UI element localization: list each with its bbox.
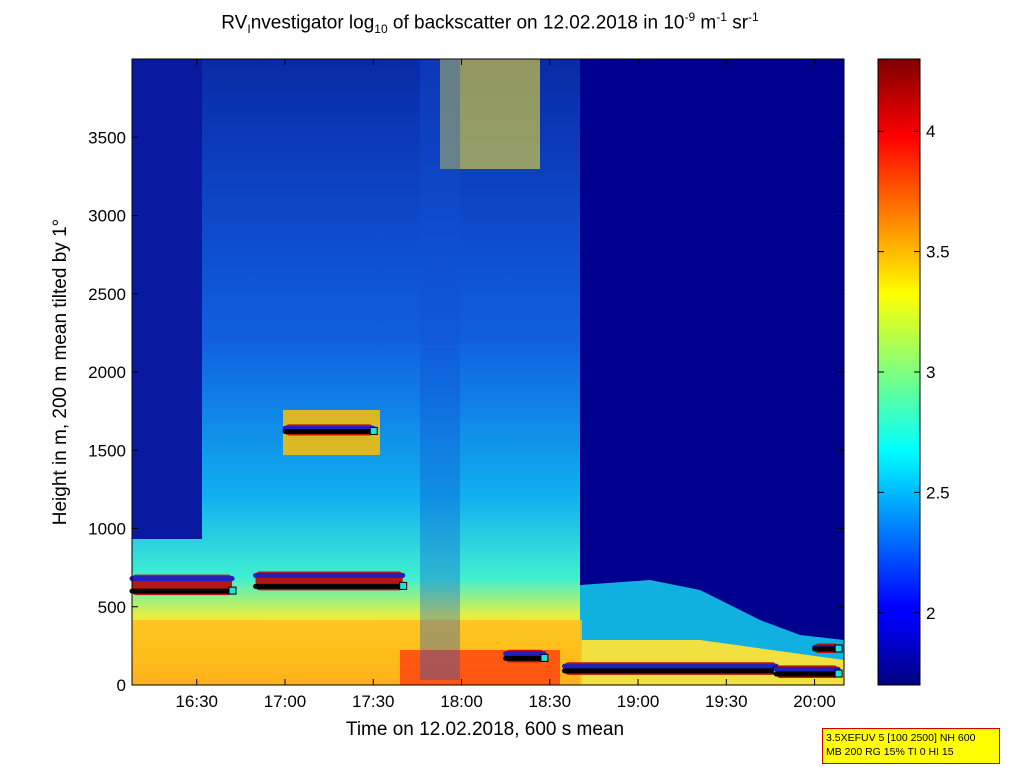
y-tick-label: 3000 — [88, 207, 126, 226]
cloud-layer-lines — [129, 424, 843, 679]
title-text: sr — [726, 12, 749, 34]
info-line: MB 200 RG 15% TI 0 HI 15 — [826, 746, 954, 758]
clear-sky-region — [132, 59, 202, 539]
x-tick-label: 20:00 — [793, 692, 836, 711]
x-axis-ticks: 16:30 17:00 17:30 18:00 18:30 19:00 19:30 20:00 — [175, 59, 836, 711]
cloud-layer-marker — [540, 653, 549, 662]
cloud-layer-marker — [399, 581, 408, 590]
title-superscript: -1 — [716, 10, 727, 24]
y-tick-label: 0 — [117, 676, 126, 695]
y-tick-label: 2000 — [88, 363, 126, 382]
colorbar-tick-label: 2 — [926, 604, 935, 623]
colorbar-tick-label: 4 — [926, 122, 935, 141]
title-subscript: I — [247, 22, 251, 37]
title-subscript: 10 — [374, 22, 388, 37]
settings-info-box: 3.5XEFUV 5 [100 2500] NH 600 MB 200 RG 1… — [822, 728, 1000, 764]
y-tick-label: 1000 — [88, 520, 126, 539]
y-tick-label: 1500 — [88, 441, 126, 460]
title-text: RV — [221, 12, 248, 34]
chart-title: RVInvestigator log10 of backscatter on 1… — [0, 10, 980, 36]
x-tick-label: 17:00 — [264, 692, 307, 711]
y-tick-label: 500 — [98, 598, 126, 617]
x-tick-label: 18:30 — [529, 692, 572, 711]
colorbar-tick-label: 3.5 — [926, 243, 950, 262]
title-superscript: -9 — [684, 10, 696, 24]
title-text: m — [695, 12, 717, 34]
cloud-layer-marker — [834, 669, 843, 678]
backscatter-heatmap — [132, 59, 844, 685]
colorbar-tick-label: 2.5 — [926, 483, 950, 502]
cloud-layer-marker — [228, 586, 237, 595]
cloud-layer-marker — [369, 426, 378, 435]
info-line: 3.5XEFUV 5 [100 2500] NH 600 — [826, 732, 976, 744]
cloud-layer-marker — [834, 644, 843, 653]
x-tick-label: 19:00 — [617, 692, 660, 711]
x-tick-label: 18:00 — [440, 692, 483, 711]
x-tick-label: 19:30 — [705, 692, 748, 711]
title-text: nvestigator log — [250, 12, 375, 34]
colorbar — [877, 58, 921, 686]
x-tick-label: 16:30 — [175, 692, 218, 711]
clear-sky-region — [580, 59, 844, 685]
title-text: of backscatter on 12.02.2018 in 10 — [387, 12, 685, 34]
x-axis-label: Time on 12.02.2018, 600 s mean — [346, 719, 624, 740]
y-tick-label: 2500 — [88, 285, 126, 304]
colorbar-tick-label: 3 — [926, 363, 935, 382]
y-tick-label: 3500 — [88, 128, 126, 147]
y-axis-label: Height in m, 200 m mean tilted by 1° — [50, 219, 71, 525]
y-axis-ticks: 0 500 1000 1500 2000 2500 3000 3500 — [88, 128, 844, 695]
colorbar-ticks: 2 2.5 3 3.5 4 — [878, 122, 950, 623]
title-superscript: -1 — [748, 10, 759, 24]
clear-sky-region — [420, 60, 460, 680]
x-tick-label: 17:30 — [352, 692, 395, 711]
upper-cloud-region — [440, 59, 540, 169]
